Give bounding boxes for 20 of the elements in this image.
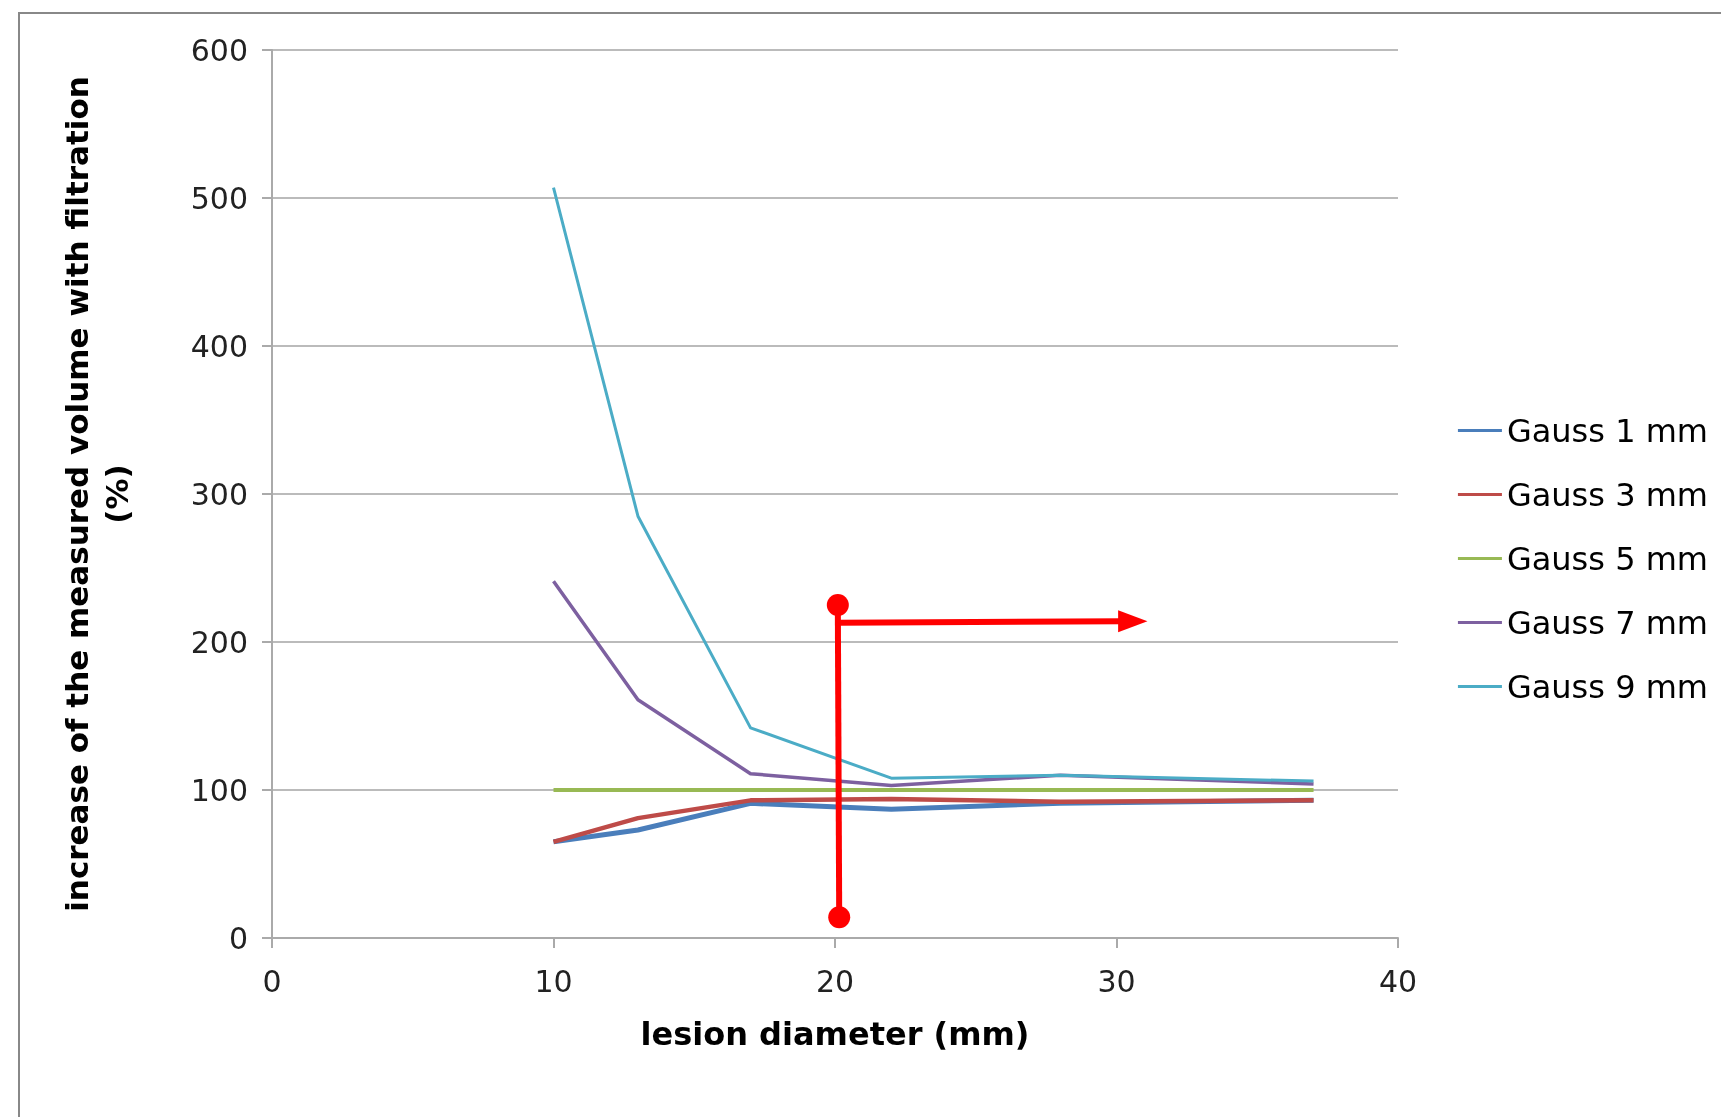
x-tick-label: 10 — [534, 963, 573, 999]
x-tick-label: 30 — [1097, 963, 1136, 999]
legend-label: Gauss 1 mm — [1506, 411, 1708, 450]
line-series — [552, 186, 1316, 783]
legend-label: Gauss 7 mm — [1506, 603, 1708, 642]
y-tick-label: 100 — [190, 772, 248, 808]
y-tick-label: 400 — [190, 328, 248, 364]
legend-label: Gauss 9 mm — [1506, 667, 1708, 706]
y-tick-label: 600 — [190, 32, 248, 68]
y-tick-label: 300 — [190, 476, 248, 512]
legend-label: Gauss 3 mm — [1506, 475, 1708, 514]
y-tick-label: 500 — [190, 180, 248, 216]
x-tick-label: 20 — [815, 963, 855, 999]
legend-label: Gauss 5 mm — [1506, 539, 1708, 578]
x-tick-label: 0 — [262, 963, 282, 999]
y-tick-label: 0 — [228, 920, 248, 956]
x-tick-label: 40 — [1378, 963, 1418, 999]
y-tick-label: 200 — [190, 624, 248, 660]
x-axis-title: lesion diameter (mm) — [640, 1015, 1030, 1053]
y-axis-title: increase of the measured volume with filtration (%) — [59, 76, 135, 912]
